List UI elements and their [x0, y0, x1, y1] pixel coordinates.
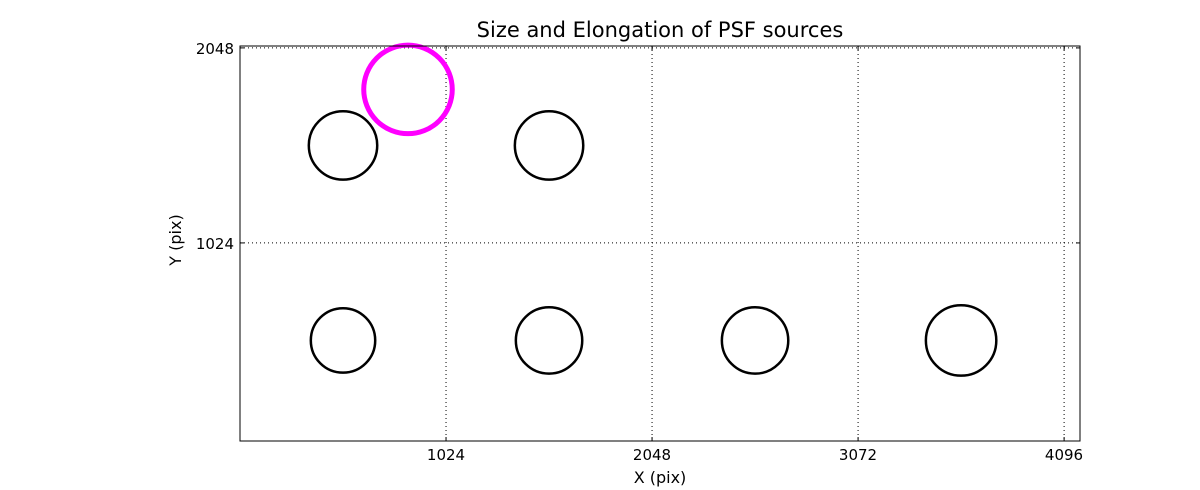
x-tick-label-1024: 1024 — [426, 446, 466, 464]
psf-source-marker — [513, 109, 585, 181]
x-tick-label-2048: 2048 — [632, 446, 672, 464]
psf-source-marker — [924, 303, 998, 377]
highlighted-psf-source-marker — [361, 42, 455, 137]
psf-source-marker — [309, 306, 377, 374]
y-tick-label-1024: 1024 — [195, 235, 234, 253]
x-tick-label-4096: 4096 — [1044, 446, 1084, 464]
psf-source-marker — [514, 305, 584, 375]
axes-frame — [239, 45, 1081, 442]
y-tick-label-2048: 2048 — [195, 40, 234, 58]
psf-source-marker — [307, 109, 379, 181]
psf-source-marker — [720, 305, 790, 375]
x-axis-label: X (pix) — [633, 468, 687, 487]
chart-title: Size and Elongation of PSF sources — [476, 18, 844, 42]
x-tick-label-3072: 3072 — [838, 446, 878, 464]
